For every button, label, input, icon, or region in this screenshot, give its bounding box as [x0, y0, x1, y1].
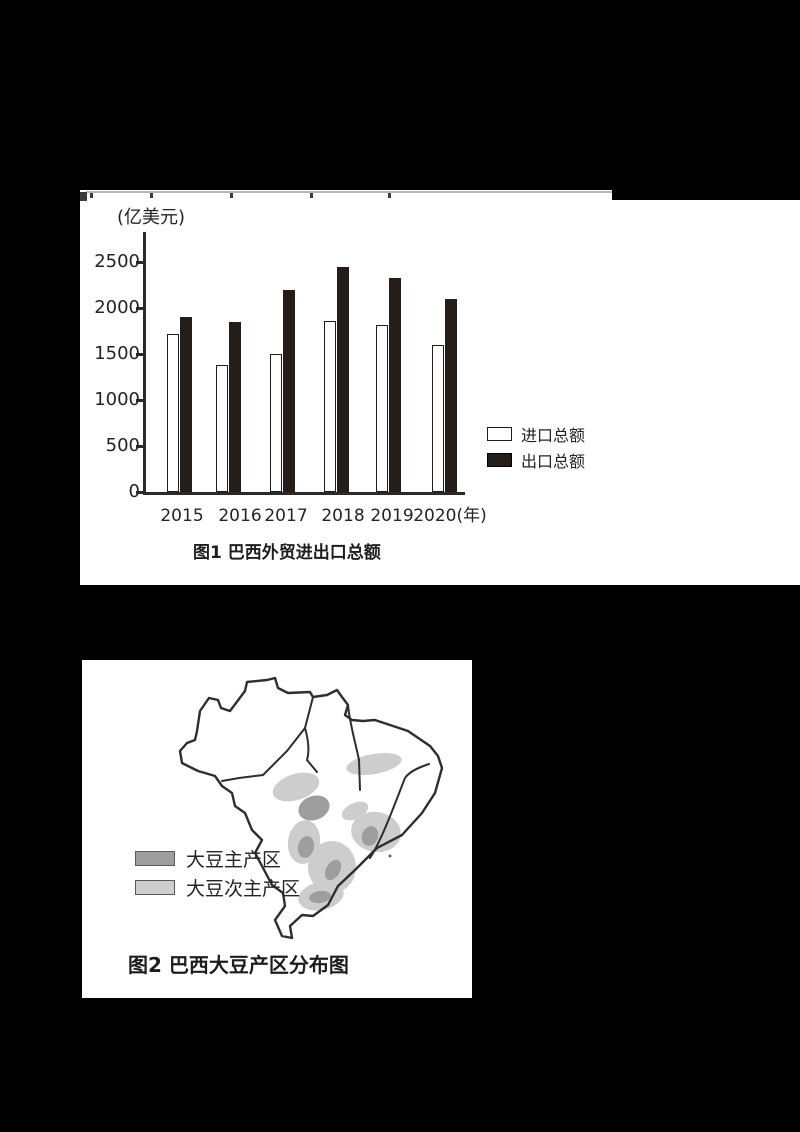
top-edge-step: [612, 190, 800, 200]
corner-artifact: [80, 192, 87, 201]
bar-import-2019: [376, 325, 388, 492]
figure1-caption: 图1 巴西外贸进出口总额: [193, 543, 381, 563]
import-legend-swatch: [487, 427, 512, 441]
y-tick-label: 1500: [94, 343, 140, 364]
x-tick-label: 2019: [370, 506, 414, 526]
legend-row-soy-main: 大豆主产区: [135, 849, 281, 871]
export-legend-label: 出口总额: [521, 452, 586, 471]
brazil-trade-bar-chart: (亿美元) 0 500 1000 1500 2000 2500 2015 2016 2017 20…: [80, 190, 800, 585]
legend-row-import: 进口总额: [487, 426, 585, 445]
y-axis-tick: [136, 445, 143, 448]
bar-import-2016: [216, 365, 228, 492]
y-axis-tick: [136, 261, 143, 264]
table-remnant-tick: [230, 193, 233, 198]
internal-border-southeast: [369, 763, 430, 859]
legend-row-soy-secondary: 大豆次主产区: [135, 878, 300, 900]
x-tick-label: 2018: [321, 506, 365, 526]
soy-secondary-legend-label: 大豆次主产区: [186, 877, 301, 900]
bar-export-2016: [229, 321, 241, 492]
x-tick-label: 2015: [160, 506, 204, 526]
export-legend-swatch: [487, 453, 512, 467]
x-axis-line: [143, 492, 465, 495]
soy-main-region-patch: [309, 890, 331, 904]
soy-main-region-patch: [324, 859, 342, 881]
chart-plot-area: 0 500 1000 1500 2000 2500 2015 2016 2017 2018 2019…: [80, 190, 800, 585]
soy-secondary-legend-swatch: [135, 879, 175, 895]
bar-export-2018: [337, 266, 349, 492]
table-remnant-tick: [388, 193, 391, 198]
map-speck: [388, 854, 392, 858]
internal-border-central-river: [304, 727, 318, 773]
soy-main-region-patch: [361, 826, 379, 846]
x-tick-label: 2017: [264, 506, 308, 526]
soy-main-region-patch: [298, 795, 330, 821]
bar-import-2020(年): [432, 344, 444, 492]
table-remnant-tick: [90, 193, 93, 198]
y-tick-label: 2500: [94, 251, 140, 272]
soy-main-legend-swatch: [135, 850, 175, 866]
bar-export-2015: [180, 317, 192, 492]
figure2-caption: 图2 巴西大豆产区分布图: [128, 953, 349, 977]
table-remnant-tick: [310, 193, 313, 198]
table-remnant-tick: [150, 193, 153, 198]
bar-import-2018: [324, 320, 336, 492]
brazil-soybean-map: [178, 676, 444, 940]
y-axis-line: [143, 232, 146, 495]
y-tick-label: 2000: [94, 297, 140, 318]
y-axis-tick: [136, 307, 143, 310]
y-axis-tick: [136, 399, 143, 402]
soy-main-legend-label: 大豆主产区: [186, 848, 282, 871]
y-tick-label: 1000: [94, 389, 140, 410]
import-legend-label: 进口总额: [521, 426, 586, 445]
x-tick-label: 2016: [218, 506, 262, 526]
internal-border-west: [221, 696, 314, 782]
bar-import-2017: [270, 354, 282, 492]
bar-export-2019: [389, 277, 401, 492]
brazil-outline: [178, 676, 444, 940]
figure2-panel: 大豆主产区 大豆次主产区 图2 巴西大豆产区分布图: [82, 660, 472, 998]
soy-secondary-region-patch: [272, 772, 320, 802]
bar-export-2017: [283, 289, 295, 492]
y-tick-label: 500: [105, 435, 140, 456]
y-axis-tick: [136, 491, 143, 494]
y-axis-unit-label: (亿美元): [117, 207, 186, 228]
y-tick-label: 0: [128, 481, 140, 502]
table-remnant-border: [86, 191, 612, 193]
legend-row-export: 出口总额: [487, 452, 585, 471]
bar-import-2015: [167, 333, 179, 492]
bar-export-2020(年): [445, 298, 457, 492]
internal-border-northeast: [347, 704, 361, 791]
soy-main-region-patches: [297, 795, 379, 904]
soy-main-region-patch: [297, 836, 315, 858]
x-tick-label: 2020(年): [413, 506, 487, 526]
figure1-panel: (亿美元) 0 500 1000 1500 2000 2500 2015 2016 2017 20…: [80, 190, 800, 585]
y-axis-tick: [136, 353, 143, 356]
